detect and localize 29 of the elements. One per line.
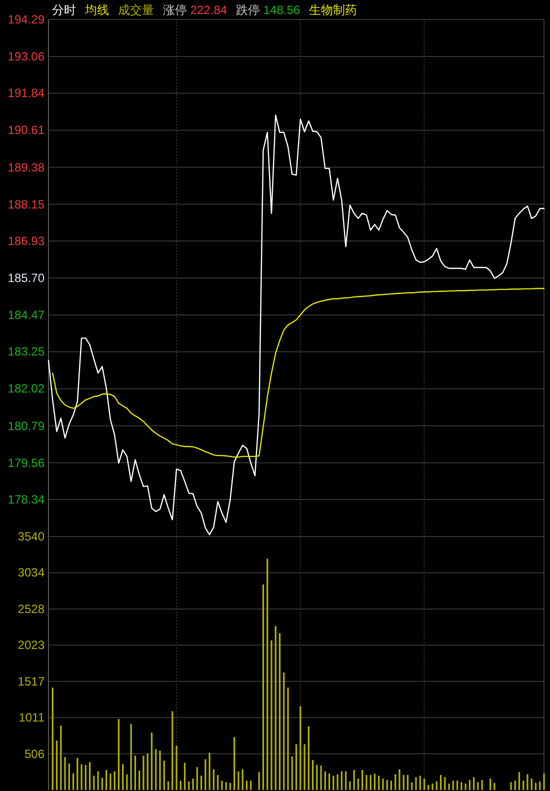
y-tick-label: 3034 <box>18 566 45 580</box>
text: 生物制药 <box>309 3 358 17</box>
y-tick-label: 178.34 <box>8 492 45 506</box>
y-tick-label: 186.93 <box>8 234 45 248</box>
y-tick-label: 1011 <box>18 710 45 725</box>
y-tick-label: 506 <box>24 746 45 761</box>
line-series <box>48 114 545 536</box>
text: 跌停 148.56 <box>236 3 300 17</box>
y-tick-label: 2528 <box>18 602 45 616</box>
line-series <box>52 288 545 458</box>
y-tick-label: 189.38 <box>8 160 45 174</box>
y-tick-label: 180.79 <box>8 418 45 433</box>
y-tick-label: 182.02 <box>8 382 45 396</box>
y-tick-label: 188.15 <box>8 197 45 212</box>
y-tick-label: 193.06 <box>8 50 45 64</box>
y-tick-label: 183.25 <box>8 344 45 359</box>
y-tick-label: 2023 <box>18 638 45 652</box>
y-tick-label: 1517 <box>18 674 45 688</box>
text: 分时 <box>52 3 76 17</box>
y-tick-label: 185.70 <box>8 271 45 285</box>
y-tick-label: 179.56 <box>8 456 45 470</box>
y-tick-label: 190.61 <box>8 123 45 138</box>
y-tick-label: 3540 <box>18 530 45 544</box>
y-tick-label: 191.84 <box>8 86 45 100</box>
text: 成交量 <box>118 3 154 17</box>
text: 均线 <box>84 3 109 17</box>
text: 涨停 222.84 <box>163 3 228 17</box>
y-tick-label: 194.29 <box>8 12 45 26</box>
y-tick-label: 184.47 <box>8 308 45 322</box>
